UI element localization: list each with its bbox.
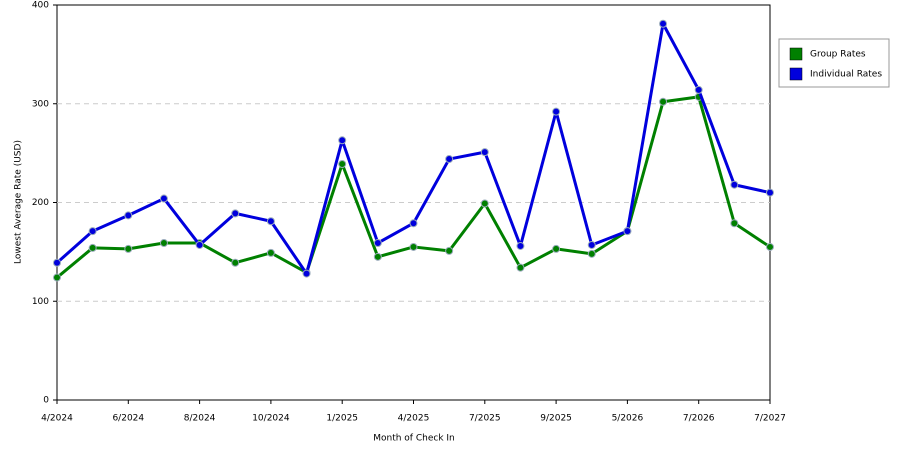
data-point: [659, 19, 668, 28]
data-point: [409, 219, 418, 228]
data-point: [53, 273, 61, 282]
data-point: [302, 269, 311, 278]
x-tick-label: 4/2024: [41, 414, 73, 424]
x-tick-label: 9/2025: [540, 414, 572, 424]
data-point: [124, 211, 133, 220]
x-tick-label: 10/2024: [252, 414, 290, 424]
data-point: [480, 148, 489, 157]
data-point: [88, 243, 97, 252]
y-tick-label: 400: [32, 1, 49, 11]
data-point: [266, 217, 275, 226]
data-point: [480, 199, 489, 208]
data-point: [338, 136, 347, 145]
x-tick-label: 4/2025: [398, 414, 430, 424]
data-point: [552, 244, 561, 253]
data-point: [516, 263, 525, 272]
data-point: [338, 159, 347, 168]
y-tick-label: 100: [32, 297, 49, 307]
data-point: [159, 238, 168, 247]
data-point: [445, 246, 454, 255]
x-tick-label: 7/2026: [683, 414, 715, 424]
data-point: [516, 241, 525, 250]
data-point: [659, 97, 668, 106]
x-tick-label: 5/2026: [612, 414, 644, 424]
x-tick-label: 1/2025: [326, 414, 358, 424]
data-point: [195, 240, 204, 249]
data-point: [587, 249, 596, 258]
data-point: [445, 155, 454, 164]
data-point: [552, 107, 561, 116]
data-point: [53, 258, 61, 267]
data-point: [623, 227, 632, 236]
x-tick-label: 7/2025: [469, 414, 501, 424]
data-point: [159, 194, 168, 203]
data-point: [730, 219, 739, 228]
data-point: [766, 188, 774, 197]
data-point: [694, 85, 703, 94]
data-point: [231, 258, 240, 267]
legend-swatch: [789, 67, 803, 81]
x-tick-label: 8/2024: [184, 414, 216, 424]
data-point: [88, 227, 97, 236]
legend-swatch: [789, 47, 803, 61]
x-tick-label: 6/2024: [112, 414, 144, 424]
legend-label: Individual Rates: [810, 70, 882, 80]
data-point: [266, 248, 275, 257]
legend-label: Group Rates: [810, 50, 866, 60]
data-point: [766, 242, 774, 251]
data-point: [409, 242, 418, 251]
y-tick-label: 300: [32, 99, 49, 109]
data-point: [373, 252, 382, 261]
data-point: [730, 180, 739, 189]
y-tick-label: 0: [43, 396, 49, 406]
y-tick-label: 200: [32, 198, 49, 208]
x-tick-label: 7/2027: [754, 414, 786, 424]
data-point: [124, 244, 133, 253]
x-axis-label: Month of Check In: [373, 434, 455, 444]
data-point: [373, 238, 382, 247]
y-axis-label: Lowest Average Rate (USD): [14, 140, 24, 264]
data-point: [231, 209, 240, 218]
data-point: [587, 240, 596, 249]
